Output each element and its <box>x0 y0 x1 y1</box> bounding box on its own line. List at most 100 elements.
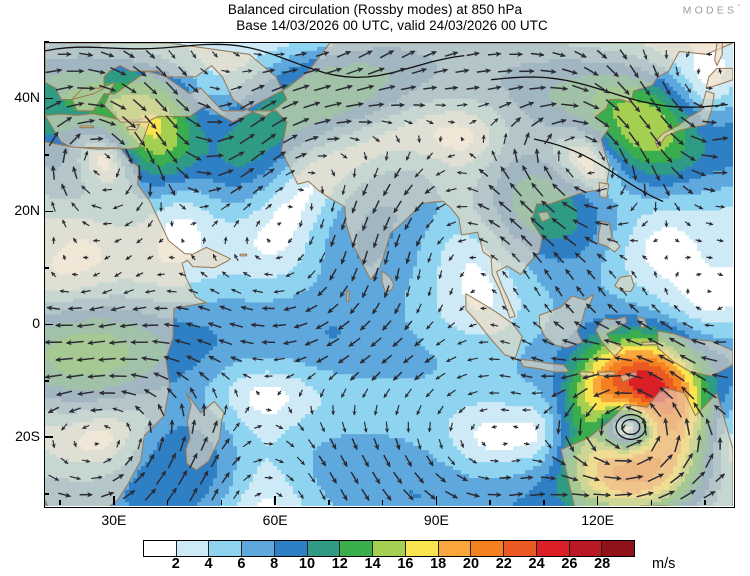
y-tick-30 <box>44 154 49 156</box>
colorbar-band-3 <box>242 541 275 556</box>
x-tick-100 <box>489 500 491 505</box>
wind-vector <box>95 444 99 445</box>
y-axis-label-20N: 20N <box>0 202 40 218</box>
wind-vector <box>499 477 510 478</box>
wind-vector <box>169 257 174 258</box>
colorbar-tick-14: 14 <box>356 556 390 572</box>
colorbar-band-8 <box>406 541 439 556</box>
wind-vector <box>77 88 94 89</box>
wind-vector <box>150 183 151 196</box>
y-tick-50 <box>44 41 49 43</box>
x-tick-90 <box>436 496 438 505</box>
wind-vector <box>645 184 646 197</box>
wind-vector <box>264 444 273 445</box>
wind-vector <box>391 105 404 106</box>
wind-vector <box>308 173 315 174</box>
x-axis-label-60E: 60E <box>245 512 305 528</box>
wind-vector <box>615 461 632 462</box>
wind-vector <box>698 69 699 74</box>
y-axis-label-20S: 20S <box>0 428 40 444</box>
wind-vector <box>532 393 543 394</box>
colorbar-band-1 <box>177 541 210 556</box>
modes-logo-mark: ° <box>737 4 740 11</box>
wind-vector <box>91 410 102 411</box>
colorbar-band-11 <box>504 541 537 556</box>
wind-vector <box>274 54 284 55</box>
x-tick-110 <box>543 500 545 505</box>
y-tick-40 <box>44 98 53 100</box>
colorbar-band-2 <box>209 541 242 556</box>
wind-vector <box>103 189 113 190</box>
x-tick-60 <box>274 496 276 505</box>
x-tick-140 <box>704 500 706 505</box>
x-tick-20 <box>59 500 61 505</box>
colorbar-band-12 <box>537 541 570 556</box>
wind-vector <box>172 420 173 434</box>
colorbar-band-6 <box>340 541 373 556</box>
landmass-socotra <box>240 254 247 256</box>
wind-vector <box>479 342 488 343</box>
landmass-flores <box>598 372 615 376</box>
colorbar-tick-4: 4 <box>192 556 226 572</box>
colorbar-band-13 <box>570 541 603 556</box>
y-axis-label-40N: 40N <box>0 89 40 105</box>
wind-vector <box>265 478 273 479</box>
wind-vector <box>666 221 667 227</box>
colorbar-tick-22: 22 <box>487 556 521 572</box>
colorbar-tick-6: 6 <box>224 556 258 572</box>
x-tick-130 <box>651 500 653 505</box>
wind-speed-map <box>45 43 733 506</box>
colorbar-band-9 <box>439 541 472 556</box>
colorbar-tick-26: 26 <box>552 556 586 572</box>
modes-logo: MODES° <box>683 4 740 17</box>
map-plot-area <box>44 42 735 508</box>
wind-vector <box>265 274 273 275</box>
wind-vector <box>705 325 714 326</box>
wind-vector <box>483 135 484 143</box>
y-tick-0 <box>44 324 53 326</box>
wind-vector <box>68 308 81 309</box>
wind-vector <box>158 274 165 275</box>
wind-vector <box>685 257 690 258</box>
wind-vector <box>172 221 173 226</box>
y-tick-10 <box>44 267 49 269</box>
landmass-crete <box>80 126 94 128</box>
y-axis-label-0: 0 <box>0 315 40 331</box>
wind-vector <box>714 342 726 343</box>
colorbar-tick-24: 24 <box>520 556 554 572</box>
x-axis-label-120E: 120E <box>568 512 628 528</box>
colorbar-tick-28: 28 <box>585 556 619 572</box>
y-tick-20 <box>44 211 53 213</box>
wind-vector <box>266 410 271 411</box>
wind-vector <box>490 461 498 462</box>
wind-vector <box>489 359 500 360</box>
y-tick--10 <box>44 380 49 382</box>
colorbar-units-label: m/s <box>652 556 675 572</box>
colorbar-band-10 <box>471 541 504 556</box>
chart-title-line-1: Balanced circulation (Rossby modes) at 8… <box>0 2 750 18</box>
x-tick-40 <box>167 500 169 505</box>
landmass-srilanka2 <box>347 290 350 301</box>
x-tick-80 <box>382 500 384 505</box>
x-axis-label-90E: 90E <box>406 512 466 528</box>
wind-vector <box>708 291 712 292</box>
wind-vector <box>604 376 621 377</box>
x-axis-label-30E: 30E <box>84 512 144 528</box>
colorbar-tick-16: 16 <box>388 556 422 572</box>
colorbar-tick-2: 2 <box>159 556 193 572</box>
wind-vector <box>103 223 112 224</box>
x-tick-50 <box>221 500 223 505</box>
colorbar-band-14 <box>602 541 634 556</box>
colorbar-band-4 <box>275 541 308 556</box>
colorbar-tick-18: 18 <box>421 556 455 572</box>
colorbar-tick-8: 8 <box>257 556 291 572</box>
colorbar-band-0 <box>144 541 177 556</box>
wind-vector <box>72 274 78 275</box>
wind-vector <box>90 139 102 140</box>
y-tick--30 <box>44 493 49 495</box>
wind-vector <box>706 257 712 258</box>
wind-vector <box>419 136 420 143</box>
wind-vector <box>630 240 638 241</box>
